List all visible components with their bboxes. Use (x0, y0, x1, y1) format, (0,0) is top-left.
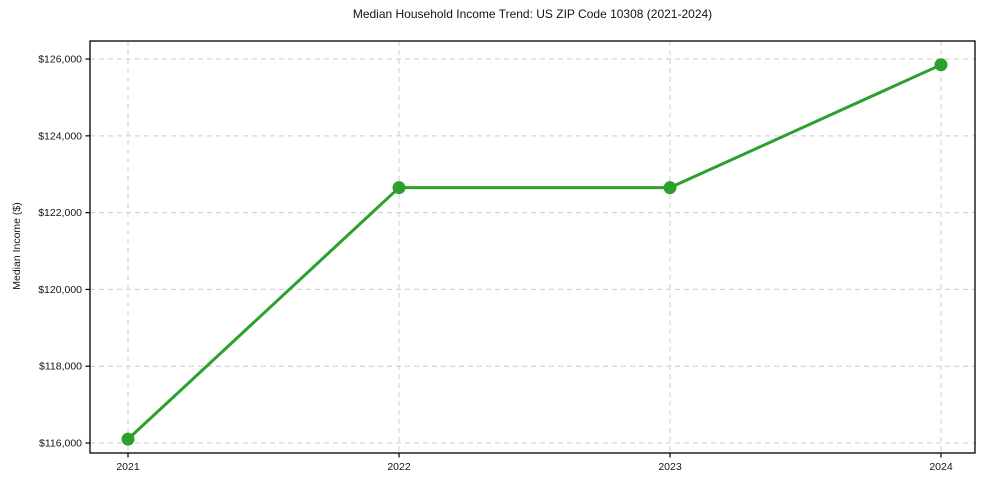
y-tick-label: $120,000 (38, 284, 82, 296)
y-tick-label: $122,000 (38, 207, 82, 219)
y-tick-label: $126,000 (38, 54, 82, 66)
data-point-2024 (934, 58, 948, 72)
x-tick-label: 2023 (658, 461, 682, 473)
x-tick-label: 2022 (387, 461, 411, 473)
data-point-2022 (392, 181, 406, 195)
chart-title: Median Household Income Trend: US ZIP Co… (352, 7, 713, 21)
y-tick-label: $118,000 (39, 361, 82, 373)
y-tick-label: $124,000 (38, 130, 82, 142)
x-tick-label: 2024 (929, 461, 953, 473)
y-axis-label: Median Income ($) (11, 202, 23, 290)
x-tick-label: 2021 (116, 461, 140, 473)
trend-line (126, 63, 943, 441)
data-point-2023 (663, 181, 677, 195)
y-tick-label: $116,000 (39, 438, 82, 450)
plot-border (89, 40, 976, 454)
data-point-2021 (121, 432, 135, 446)
